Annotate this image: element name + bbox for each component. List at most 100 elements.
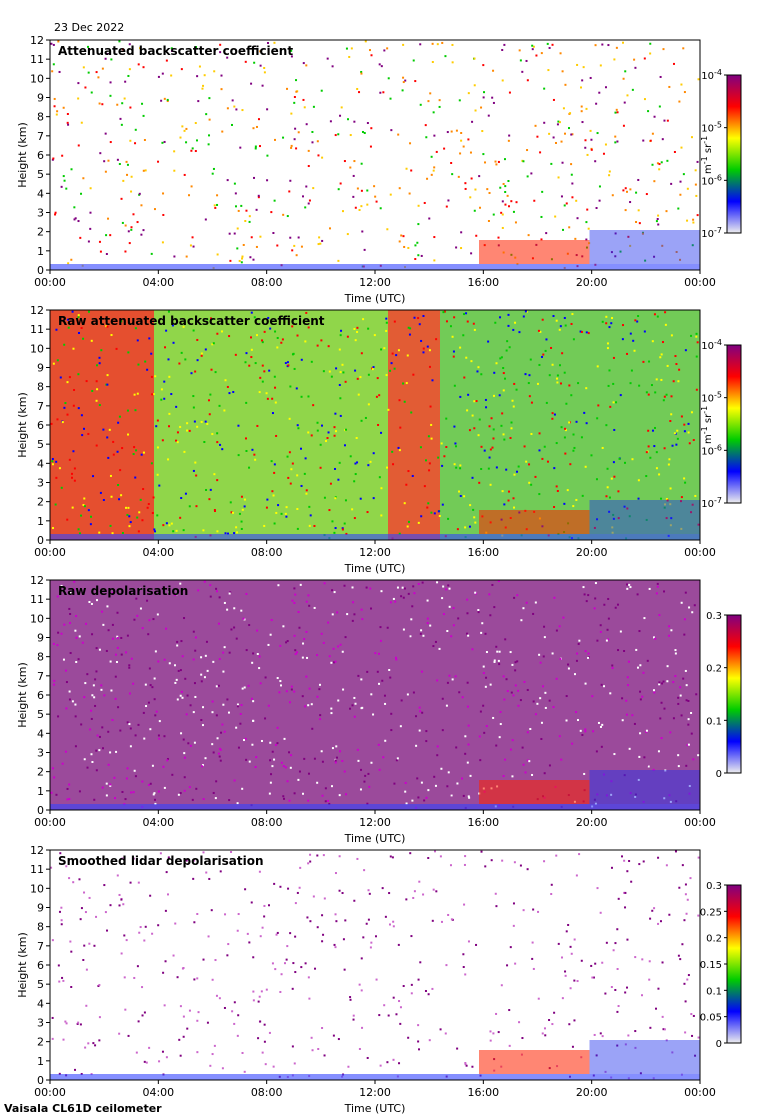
noise-pixel [409, 142, 412, 145]
x-tick-label: 00:00 [684, 816, 716, 829]
noise-pixel [570, 952, 573, 955]
noise-pixel [683, 919, 686, 922]
noise-pixel [51, 1037, 54, 1040]
noise-pixel [291, 599, 294, 602]
noise-pixel [453, 425, 456, 428]
noise-pixel [520, 619, 523, 622]
noise-pixel [120, 952, 123, 955]
noise-pixel [286, 455, 289, 458]
noise-pixel [428, 1039, 431, 1042]
noise-pixel [615, 108, 618, 111]
noise-pixel [75, 661, 78, 664]
noise-pixel [209, 317, 212, 320]
noise-pixel [250, 336, 253, 339]
noise-pixel [407, 592, 410, 595]
noise-pixel [273, 522, 276, 525]
noise-pixel [73, 218, 76, 221]
noise-pixel [427, 857, 430, 860]
noise-pixel [597, 721, 600, 724]
noise-pixel [610, 477, 613, 480]
noise-pixel [641, 695, 644, 698]
noise-pixel [313, 757, 316, 760]
noise-pixel [587, 332, 590, 335]
noise-pixel [392, 925, 395, 928]
noise-pixel [232, 391, 235, 394]
noise-pixel [111, 623, 114, 626]
noise-pixel [624, 70, 627, 73]
noise-pixel [194, 636, 197, 639]
noise-pixel [423, 201, 426, 204]
noise-pixel [534, 475, 537, 478]
noise-pixel [595, 102, 598, 105]
noise-pixel [558, 625, 561, 628]
noise-pixel [338, 383, 341, 386]
noise-pixel [603, 773, 606, 776]
noise-pixel [358, 91, 361, 94]
noise-pixel [347, 118, 350, 121]
noise-pixel [417, 796, 420, 799]
y-tick-label: 5 [37, 708, 44, 721]
noise-pixel [418, 880, 421, 883]
noise-pixel [167, 358, 170, 361]
noise-pixel [108, 428, 111, 431]
y-tick-label: 10 [30, 72, 44, 85]
noise-pixel [684, 349, 687, 352]
noise-pixel [603, 603, 606, 606]
noise-pixel [303, 637, 306, 640]
cloud-layer [479, 240, 590, 264]
noise-pixel [478, 735, 481, 738]
noise-pixel [339, 182, 342, 185]
noise-pixel [240, 704, 243, 707]
noise-pixel [454, 442, 457, 445]
noise-pixel [184, 492, 187, 495]
noise-pixel [331, 65, 334, 68]
noise-pixel [501, 226, 504, 229]
noise-pixel [585, 600, 588, 603]
noise-pixel [630, 880, 633, 883]
noise-pixel [244, 437, 247, 440]
noise-pixel [378, 63, 381, 66]
noise-pixel [263, 330, 266, 333]
noise-pixel [270, 211, 273, 214]
noise-pixel [166, 759, 169, 762]
panel-title: Attenuated backscatter coefficient [58, 44, 293, 58]
noise-pixel [226, 608, 229, 611]
noise-pixel [617, 517, 620, 520]
noise-pixel [532, 967, 535, 970]
noise-pixel [223, 601, 226, 604]
noise-pixel [109, 660, 112, 663]
noise-pixel [153, 698, 156, 701]
noise-pixel [68, 877, 71, 880]
noise-pixel [175, 405, 178, 408]
noise-pixel [129, 727, 132, 730]
noise-pixel [56, 359, 59, 362]
noise-pixel [343, 160, 346, 163]
noise-pixel [214, 371, 217, 374]
y-axis-title: Height (km) [16, 122, 29, 188]
noise-pixel [654, 391, 657, 394]
noise-pixel [306, 916, 309, 919]
noise-pixel [331, 747, 334, 750]
noise-pixel [548, 46, 551, 49]
noise-pixel [248, 220, 251, 223]
noise-pixel [310, 360, 313, 363]
noise-pixel [378, 476, 381, 479]
noise-pixel [585, 238, 588, 241]
noise-pixel [319, 242, 322, 245]
noise-pixel [682, 677, 685, 680]
noise-pixel [276, 677, 279, 680]
noise-pixel [448, 605, 451, 608]
y-tick-label: 11 [30, 593, 44, 606]
noise-pixel [215, 685, 218, 688]
noise-pixel [373, 185, 376, 188]
noise-pixel [83, 758, 86, 761]
panel-title: Smoothed lidar depolarisation [58, 854, 264, 868]
noise-pixel [526, 731, 529, 734]
noise-pixel [561, 352, 564, 355]
noise-pixel [670, 517, 673, 520]
noise-pixel [162, 524, 165, 527]
noise-pixel [399, 725, 402, 728]
noise-pixel [194, 695, 197, 698]
noise-pixel [321, 424, 324, 427]
noise-pixel [480, 467, 483, 470]
